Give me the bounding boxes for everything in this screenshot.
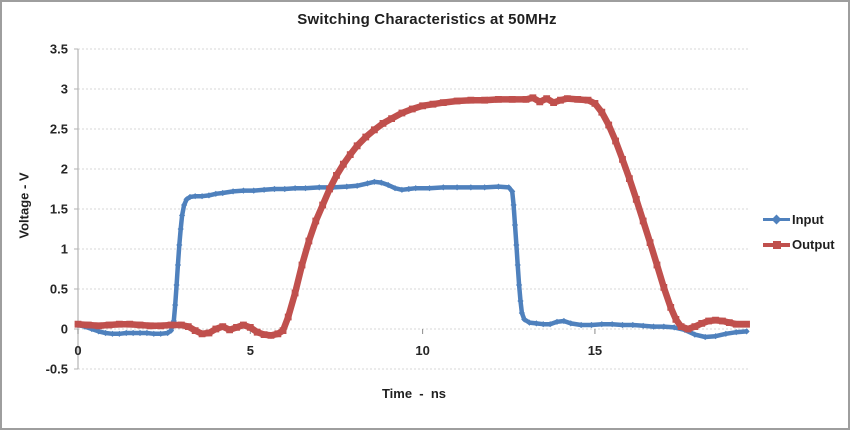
series-line-output[interactable] <box>74 94 750 339</box>
y-tick-label: 0 <box>61 322 68 337</box>
x-tick-label: 15 <box>588 343 602 358</box>
series-line-input[interactable] <box>75 179 749 340</box>
chart-title: Switching Characteristics at 50MHz <box>297 11 557 28</box>
y-tick-label: 2.5 <box>50 122 68 137</box>
y-tick-label: 2 <box>61 162 68 177</box>
x-axis-title: Time - ns <box>381 386 447 401</box>
legend: Input Output <box>763 207 835 257</box>
square-marker-icon <box>772 240 781 249</box>
x-tick-label: 10 <box>415 343 429 358</box>
y-axis-title: Voltage - V <box>16 172 32 239</box>
y-tick-label: 1.5 <box>50 202 68 217</box>
x-tick-label: 5 <box>247 343 254 358</box>
x-tick-label: 0 <box>74 343 81 358</box>
input-series-swatch-icon <box>763 214 790 225</box>
output-series-swatch-icon <box>763 240 790 250</box>
legend-label-output: Output <box>792 237 835 252</box>
legend-item-input[interactable]: Input <box>763 207 835 232</box>
y-tick-label: 1 <box>61 242 68 257</box>
legend-label-input: Input <box>792 212 824 227</box>
legend-item-output[interactable]: Output <box>763 232 835 257</box>
diamond-marker-icon <box>771 214 782 225</box>
y-tick-label: -0.5 <box>46 362 68 377</box>
y-tick-label: 3 <box>61 82 68 97</box>
y-tick-label: 0.5 <box>50 282 68 297</box>
y-tick-label: 3.5 <box>50 42 68 57</box>
